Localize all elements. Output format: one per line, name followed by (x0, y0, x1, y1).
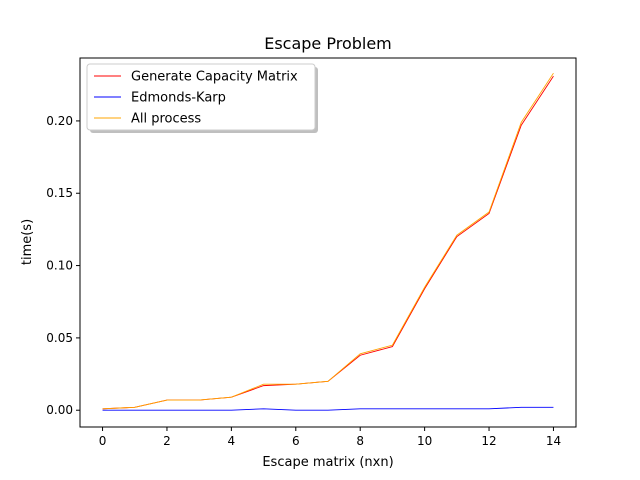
series-line-1 (102, 406, 554, 411)
y-tick-label: 0.05 (46, 331, 73, 345)
x-tick-label: 10 (417, 434, 432, 448)
x-tick-label: 0 (99, 434, 107, 448)
x-axis-label: Escape matrix (nxn) (262, 455, 393, 470)
y-tick-label: 0.20 (46, 114, 73, 128)
legend-label: Edmonds-Karp (131, 91, 226, 106)
x-tick-label: 4 (228, 434, 236, 448)
x-tick-label: 14 (546, 434, 561, 448)
legend-box (86, 63, 316, 131)
y-axis: 0.00 0.05 0.10 0.15 0.20 (46, 114, 80, 417)
chart-title: Escape Problem (264, 34, 392, 53)
plot-frame (79, 57, 577, 428)
y-tick-label: 0.00 (46, 403, 73, 417)
x-axis: 0 2 4 6 8 10 12 14 (99, 427, 561, 448)
series-line-2 (102, 72, 554, 410)
legend-label: All process (131, 112, 201, 127)
series-lines (102, 72, 554, 411)
x-tick-label: 12 (481, 434, 496, 448)
y-tick-label: 0.10 (46, 259, 73, 273)
legend-items: Generate Capacity Matrix Edmonds-Karp All … (94, 70, 298, 127)
y-axis-label: time(s) (20, 219, 35, 265)
y-tick-label: 0.15 (46, 186, 73, 200)
legend-label: Generate Capacity Matrix (131, 70, 298, 85)
x-tick-label: 6 (292, 434, 300, 448)
legend: Generate Capacity Matrix Edmonds-Karp All … (86, 63, 318, 133)
x-tick-label: 2 (163, 434, 171, 448)
plot-area: 0 2 4 6 8 10 12 14 0.00 0.05 0.10 0.15 0.20 (46, 57, 577, 448)
x-tick-label: 8 (356, 434, 364, 448)
